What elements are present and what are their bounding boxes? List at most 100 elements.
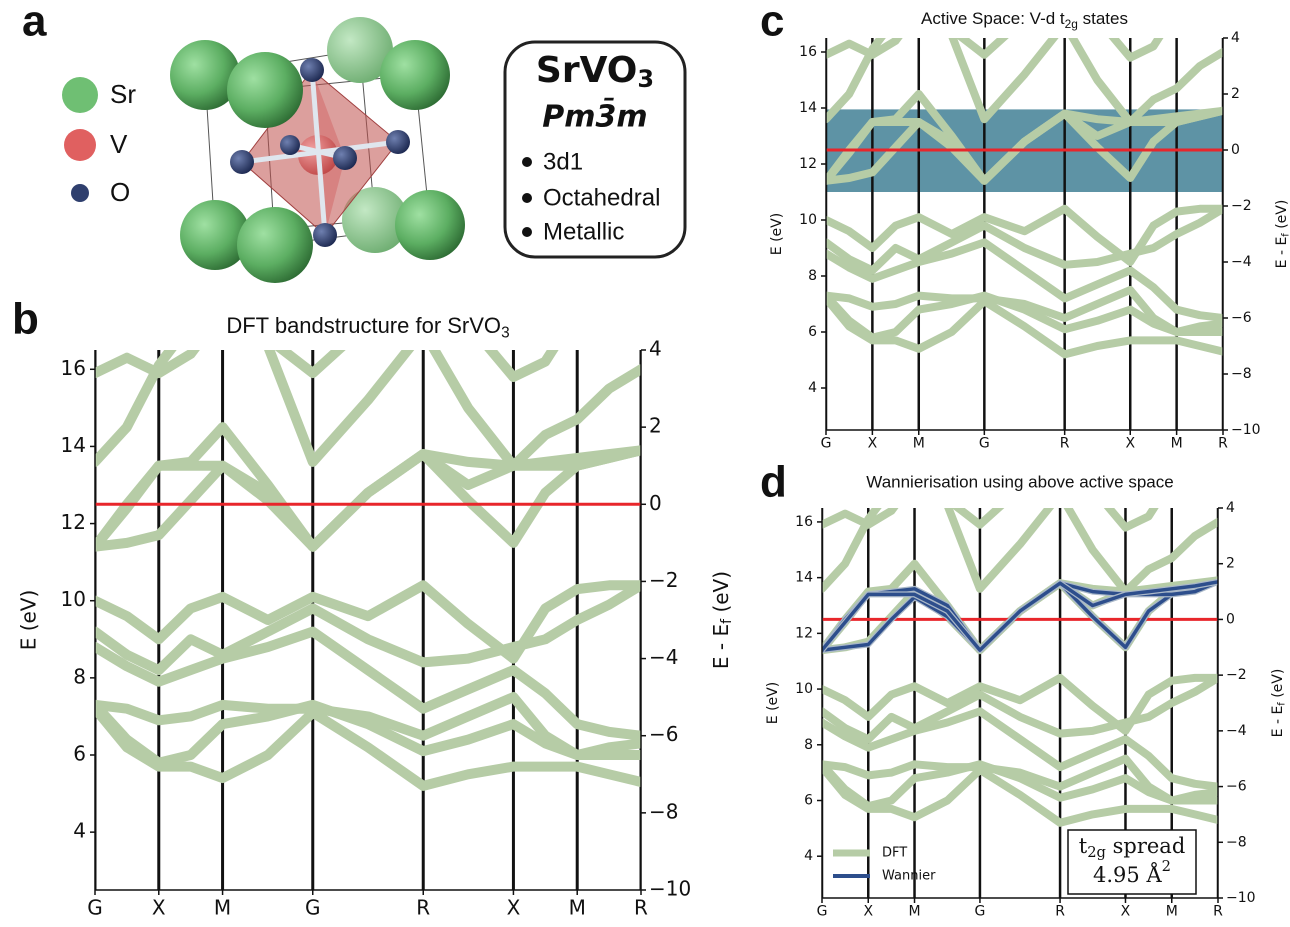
annotation-line-part: t [1079, 834, 1088, 858]
dft-band [826, 204, 1223, 275]
y2-tick-label: −8 [1226, 834, 1247, 850]
chart: DFT bandstructure for SrVO3 G X M G R X M R 4 6 8 10… [17, 313, 736, 920]
legend-marker [62, 77, 98, 113]
y2-axis-label-script: f [719, 618, 735, 624]
y-tick-label: 16 [795, 514, 813, 530]
y-tick-label: 12 [799, 156, 817, 172]
y2-tick-label: 0 [1226, 611, 1235, 627]
dft-band [95, 445, 641, 552]
chart-title-part: Active Space: V-d t [921, 9, 1065, 28]
y2-tick-label: −6 [1231, 310, 1252, 326]
dft-band [822, 760, 1218, 811]
dft-band [826, 238, 1223, 322]
x-tick-label: M [569, 896, 586, 920]
x-tick-label: G [979, 435, 990, 451]
dft-band [826, 294, 1223, 359]
annotation-line-script: 2 [1162, 858, 1171, 875]
y2-axis-label-part: (eV) [1270, 669, 1286, 703]
annotation-line-script: 2g [1087, 844, 1106, 861]
y2-axis-label-script: f [1281, 233, 1290, 237]
dft-band [822, 673, 1218, 744]
property: Octahedral [543, 184, 660, 211]
y-axis-label: E (eV) [769, 213, 785, 255]
dft-band [826, 291, 1223, 342]
y2-axis-label-part: E - E [1274, 237, 1290, 269]
chart-title-part: DFT bandstructure for SrVO [226, 313, 501, 338]
chart-title: DFT bandstructure for SrVO3 [226, 313, 509, 342]
legend-label: Wannier [882, 869, 936, 884]
y2-tick-label: 4 [1231, 30, 1240, 46]
dft-band [822, 508, 1159, 532]
legend-marker [64, 129, 96, 161]
y2-axis-label: E - Ef (eV) [709, 571, 736, 669]
y2-tick-label: 4 [649, 337, 662, 361]
y2-tick-label: −10 [1231, 422, 1261, 438]
dft-band [95, 580, 641, 676]
legend-marker [71, 184, 89, 202]
x-tick-label: R [634, 896, 648, 920]
chart-title-script: 2g [1065, 17, 1078, 31]
y-axis-label: E (eV) [765, 682, 781, 724]
y2-tick-label: −2 [1231, 198, 1252, 214]
y-axis-label: E (eV) [17, 590, 41, 651]
structure-legend: Sr VO [62, 77, 136, 207]
x-tick-label: M [913, 435, 925, 451]
y-tick-label: 8 [804, 737, 813, 753]
dft-band [95, 699, 641, 768]
x-tick-label: X [863, 903, 873, 919]
y2-tick-label: −2 [1226, 667, 1247, 683]
y-tick-label: 6 [808, 324, 817, 340]
formula-main: SrVO [536, 50, 638, 91]
x-tick-label: X [507, 896, 521, 920]
dft-band [822, 508, 1218, 596]
x-tick-label: R [1060, 435, 1070, 451]
dft-band [826, 38, 1164, 62]
y2-tick-label: −8 [1231, 366, 1252, 382]
y-tick-label: 4 [808, 380, 817, 396]
x-tick-label: G [87, 896, 103, 920]
y2-tick-label: −4 [649, 645, 678, 669]
dft-band [822, 673, 1218, 735]
y-tick-label: 14 [795, 570, 813, 586]
y-tick-label: 6 [804, 793, 813, 809]
y2-tick-label: −4 [1231, 254, 1252, 270]
dft-band [95, 350, 559, 382]
annotation-line: t2g spread [1079, 834, 1186, 862]
x-tick-label: G [305, 896, 321, 920]
x-tick-label: G [821, 435, 832, 451]
y2-tick-label: −10 [1226, 890, 1256, 906]
legend-label: O [110, 177, 130, 207]
y2-axis-label: E - Ef (eV) [1274, 200, 1290, 269]
dft-band [95, 703, 641, 791]
formula-subscript: 3 [637, 65, 654, 93]
dft-band [95, 580, 641, 664]
x-tick-label: R [416, 896, 430, 920]
x-tick-label: M [1166, 903, 1178, 919]
y2-tick-label: −4 [1226, 723, 1247, 739]
y2-tick-label: −8 [649, 799, 678, 823]
legend-label: DFT [882, 846, 907, 861]
y-tick-label: 4 [73, 819, 86, 843]
y-tick-label: 14 [799, 100, 817, 116]
panel-label: d [760, 458, 787, 507]
y2-tick-label: −10 [649, 877, 691, 901]
chart-title-part: states [1078, 9, 1128, 28]
plot-area [826, 38, 1223, 430]
chart: Active Space: V-d t2g states G X M G R X M R 4 6 8 1… [769, 9, 1290, 451]
y-tick-label: 16 [799, 44, 817, 60]
y-tick-label: 12 [61, 510, 86, 534]
dft-band [95, 626, 641, 741]
y-tick-label: 16 [61, 356, 86, 380]
y2-axis-label-part: (eV) [1274, 200, 1290, 234]
y-tick-label: 10 [799, 212, 817, 228]
chart-title: Active Space: V-d t2g states [921, 9, 1128, 31]
x-tick-label: M [1171, 435, 1183, 451]
chart-title-script: 3 [501, 325, 510, 342]
dft-band [822, 707, 1218, 791]
x-tick-label: R [1218, 435, 1228, 451]
dft-band [822, 763, 1218, 827]
plot-area [95, 350, 641, 890]
x-tick-label: R [1213, 903, 1223, 919]
y-tick-label: 12 [795, 625, 813, 641]
y-tick-label: 4 [804, 848, 813, 864]
